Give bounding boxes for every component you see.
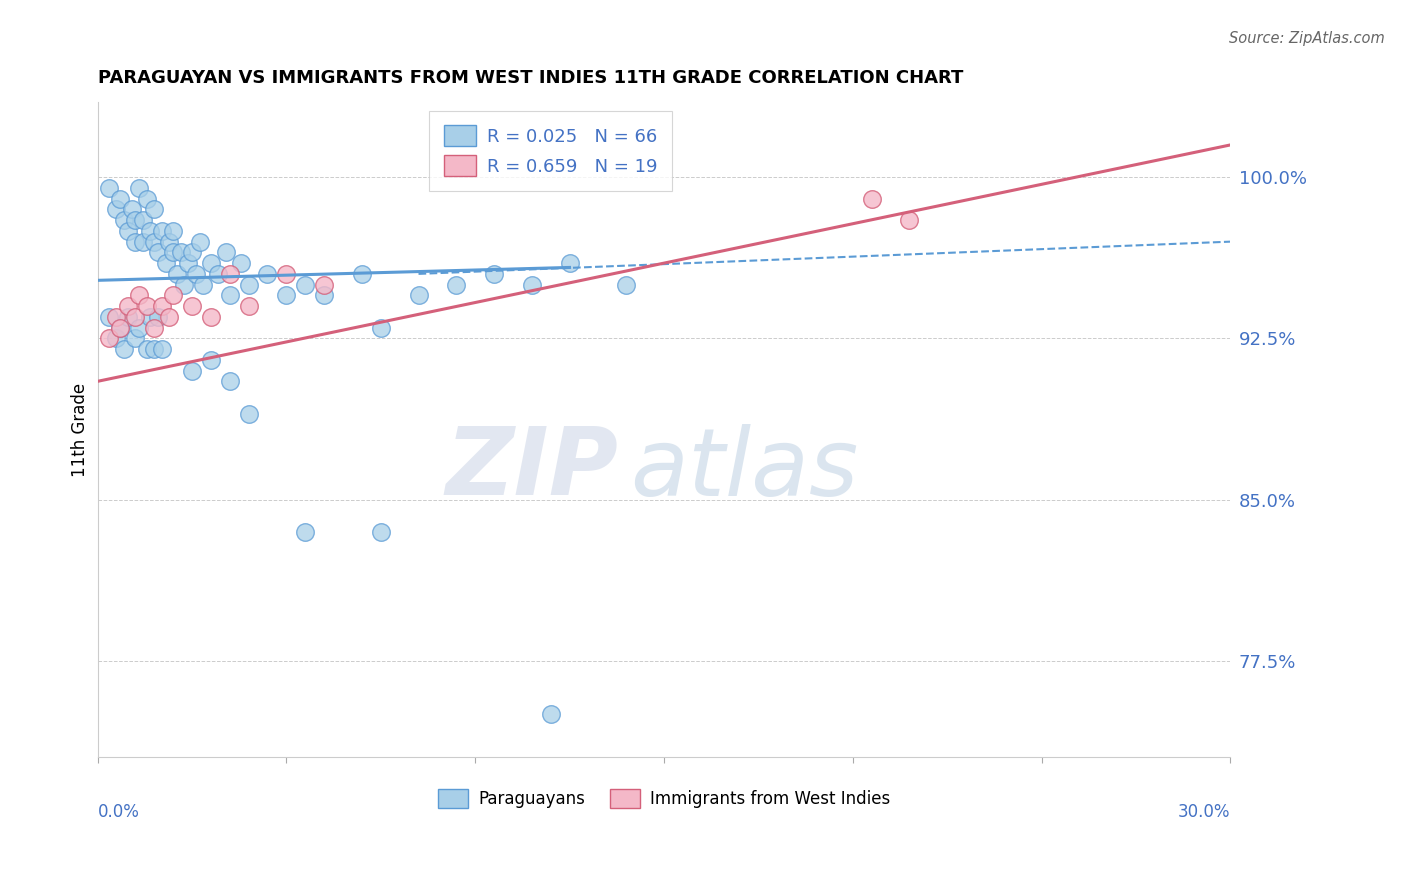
Point	[898, 213, 921, 227]
Point	[124, 331, 146, 345]
Point	[169, 245, 191, 260]
Point	[184, 267, 207, 281]
Y-axis label: 11th Grade: 11th Grade	[72, 383, 89, 476]
Text: PARAGUAYAN VS IMMIGRANTS FROM WEST INDIES 11TH GRADE CORRELATION CHART: PARAGUAYAN VS IMMIGRANTS FROM WEST INDIE…	[97, 69, 963, 87]
Point	[181, 363, 204, 377]
Point	[229, 256, 252, 270]
Point	[135, 299, 157, 313]
Point	[482, 267, 505, 281]
Point	[150, 299, 173, 313]
Point	[370, 524, 392, 539]
Point	[162, 288, 184, 302]
Point	[177, 256, 200, 270]
Point	[121, 202, 143, 217]
Point	[215, 245, 238, 260]
Point	[117, 310, 139, 324]
Point	[166, 267, 188, 281]
Point	[128, 320, 150, 334]
Legend: Paraguayans, Immigrants from West Indies: Paraguayans, Immigrants from West Indies	[432, 782, 897, 814]
Point	[218, 267, 240, 281]
Point	[408, 288, 430, 302]
Point	[238, 407, 260, 421]
Point	[135, 342, 157, 356]
Point	[314, 277, 336, 292]
Point	[370, 320, 392, 334]
Point	[97, 181, 120, 195]
Point	[162, 245, 184, 260]
Text: 0.0%: 0.0%	[97, 804, 139, 822]
Text: ZIP: ZIP	[446, 423, 619, 515]
Point	[256, 267, 278, 281]
Point	[155, 256, 177, 270]
Point	[132, 235, 155, 249]
Point	[110, 192, 132, 206]
Point	[139, 224, 162, 238]
Point	[139, 310, 162, 324]
Point	[181, 245, 204, 260]
Text: atlas: atlas	[630, 424, 858, 515]
Point	[238, 277, 260, 292]
Point	[132, 213, 155, 227]
Point	[97, 331, 120, 345]
Point	[112, 213, 135, 227]
Point	[276, 267, 298, 281]
Point	[350, 267, 373, 281]
Point	[860, 192, 883, 206]
Point	[157, 235, 180, 249]
Point	[110, 320, 132, 334]
Point	[143, 235, 166, 249]
Point	[207, 267, 229, 281]
Point	[193, 277, 215, 292]
Point	[150, 342, 173, 356]
Point	[128, 288, 150, 302]
Point	[124, 310, 146, 324]
Point	[173, 277, 195, 292]
Point	[200, 310, 222, 324]
Point	[105, 331, 128, 345]
Point	[181, 299, 204, 313]
Point	[200, 352, 222, 367]
Point	[117, 224, 139, 238]
Point	[314, 288, 336, 302]
Point	[558, 256, 581, 270]
Point	[135, 192, 157, 206]
Point	[124, 213, 146, 227]
Point	[124, 235, 146, 249]
Point	[117, 299, 139, 313]
Point	[112, 342, 135, 356]
Point	[143, 202, 166, 217]
Point	[128, 181, 150, 195]
Text: 30.0%: 30.0%	[1178, 804, 1230, 822]
Point	[200, 256, 222, 270]
Point	[294, 524, 316, 539]
Point	[157, 310, 180, 324]
Point	[162, 224, 184, 238]
Point	[110, 320, 132, 334]
Point	[105, 310, 128, 324]
Point	[294, 277, 316, 292]
Point	[97, 310, 120, 324]
Point	[446, 277, 468, 292]
Point	[150, 224, 173, 238]
Point	[143, 342, 166, 356]
Point	[146, 245, 169, 260]
Point	[614, 277, 637, 292]
Point	[540, 707, 562, 722]
Point	[218, 375, 240, 389]
Point	[188, 235, 211, 249]
Point	[520, 277, 543, 292]
Point	[238, 299, 260, 313]
Point	[276, 288, 298, 302]
Point	[218, 288, 240, 302]
Point	[146, 310, 169, 324]
Point	[143, 320, 166, 334]
Point	[105, 202, 128, 217]
Text: Source: ZipAtlas.com: Source: ZipAtlas.com	[1229, 31, 1385, 46]
